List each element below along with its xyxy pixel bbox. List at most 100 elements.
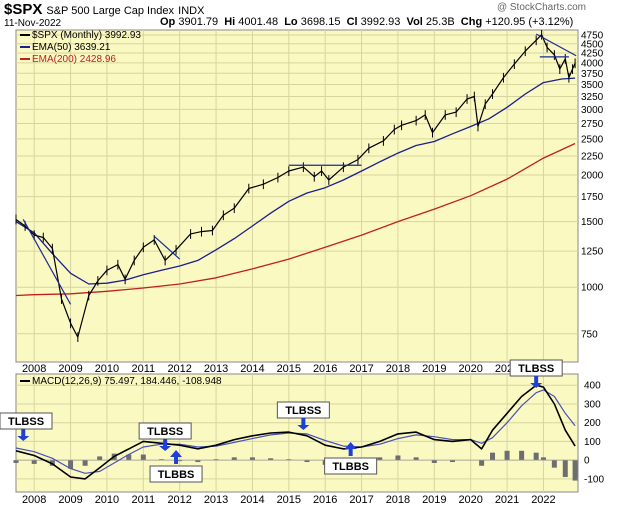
macd-histogram-bar: [533, 452, 539, 461]
ema200-line: [15, 142, 576, 297]
arrow-shaft: [534, 376, 539, 383]
tlb-annotation: TLBSS: [0, 412, 53, 441]
tlb-label: TLBSS: [8, 416, 44, 428]
arrow-down-icon: [297, 425, 310, 430]
exchange: INDX: [178, 5, 205, 17]
trendline: [22, 219, 72, 305]
price-y-tick-label: 2500: [581, 134, 604, 145]
macd-histogram-bar: [213, 459, 219, 461]
price-x-tick-label: 2014: [240, 363, 264, 375]
macd-x-tick-label: 2010: [95, 494, 119, 506]
arrow-shaft: [301, 418, 306, 425]
macd-histogram-bar: [572, 460, 578, 481]
macd-histogram-bar: [231, 457, 237, 461]
price-x-tick-label: 2008: [22, 363, 46, 375]
tlb-label: TLBBS: [158, 469, 195, 481]
price-x-tick-label: 2015: [277, 363, 301, 375]
price-panel: [15, 29, 579, 363]
macd-histogram-bar: [82, 460, 88, 466]
price-y-tick-label: 3500: [581, 80, 604, 91]
macd-histogram-bar: [304, 460, 310, 463]
macd-y-tick-label: 400: [584, 381, 601, 392]
arrow-shaft: [21, 429, 26, 436]
price-y-tick-label: 2750: [581, 119, 604, 130]
tlb-label-box: [324, 457, 378, 475]
macd-histogram-bar: [140, 454, 146, 461]
chart-title: $SPX S&P 500 Large Cap Index INDX: [4, 1, 204, 18]
macd-x-tick-label: 2019: [422, 494, 446, 506]
macd-histogram-bar: [490, 452, 496, 461]
macd-histogram-bar: [268, 458, 274, 461]
arrow-up-icon: [170, 450, 183, 457]
macd-x-tick-label: 2021: [495, 494, 519, 506]
macd-x-tick-label: 2016: [313, 494, 337, 506]
arrow-down-icon: [530, 383, 543, 388]
macd-histogram-bar: [479, 460, 485, 466]
tlb-label: TLBSS: [518, 363, 554, 375]
arrow-up-icon: [344, 442, 357, 449]
macd-histogram-bar: [413, 457, 419, 461]
tlb-annotation: TLBSS: [276, 401, 330, 430]
tlb-label-box: [0, 412, 53, 430]
price-y-tick-label: 1500: [581, 217, 604, 228]
macd-y-tick-label: 200: [584, 418, 601, 429]
macd-x-tick-label: 2022: [531, 494, 555, 506]
price-x-tick-label: 2009: [58, 363, 82, 375]
price-y-tick-label: 3250: [581, 92, 604, 103]
arrow-shaft: [163, 439, 168, 446]
legend-price: $SPX (Monthly) 3992.93: [20, 30, 141, 41]
watermark: @ StockCharts.com: [496, 2, 586, 13]
macd-histogram-bar: [97, 456, 103, 461]
tlb-annotation: TLBSS: [509, 359, 563, 388]
price-x-tick-label: 2016: [313, 363, 337, 375]
macd-signal-line: [15, 389, 576, 474]
macd-x-tick-label: 2015: [277, 494, 301, 506]
legend-ema50: EMA(50) 3639.21: [20, 42, 110, 53]
price-x-tick-label: 2018: [386, 363, 410, 375]
macd-histogram-bar: [431, 460, 437, 463]
macd-histogram-bar: [519, 450, 525, 461]
macd-x-tick-label: 2013: [204, 494, 228, 506]
macd-histogram-bar: [31, 460, 37, 464]
arrow-shaft: [174, 457, 179, 464]
macd-y-tick-label: 0: [584, 456, 590, 467]
tlb-annotation: TLBBS: [324, 442, 378, 475]
arrow-shaft: [348, 449, 353, 456]
legend-ema200: EMA(200) 2428.96: [20, 54, 116, 65]
price-y-tick-label: 4750: [581, 31, 604, 42]
macd-histogram-bar: [540, 457, 546, 461]
price-x-tick-label: 2010: [95, 363, 119, 375]
price-y-tick-label: 4250: [581, 49, 604, 60]
macd-y-tick-label: -100: [584, 474, 604, 485]
trendline: [535, 33, 577, 57]
tlb-label-box: [149, 465, 203, 483]
macd-x-tick-label: 2009: [58, 494, 82, 506]
macd-histogram-bar: [177, 460, 183, 462]
macd-histogram-bar: [68, 460, 74, 469]
macd-histogram-bar: [395, 455, 401, 461]
ema50-line: [15, 77, 576, 285]
symbol: $SPX: [4, 1, 43, 18]
macd-y-tick-label: 100: [584, 437, 601, 448]
tlb-annotation: TLBBS: [149, 450, 203, 483]
index-name: S&P 500 Large Cap Index: [46, 5, 174, 17]
trendline: [153, 235, 181, 260]
price-x-tick-label: 2011: [131, 363, 155, 375]
macd-histogram-bar: [551, 460, 557, 468]
macd-histogram-bar: [286, 459, 292, 461]
legend-macd: MACD(12,26,9) 75.497, 184.446, -108.948: [20, 376, 222, 387]
arrow-down-icon: [17, 436, 30, 441]
macd-x-tick-label: 2012: [167, 494, 191, 506]
macd-histogram-bar: [249, 457, 255, 461]
macd-histogram-bar: [195, 460, 201, 463]
price-y-tick-label: 3000: [581, 105, 604, 116]
macd-histogram-bar: [159, 459, 165, 461]
macd-line: [15, 384, 576, 480]
tlb-annotation: TLBSS: [138, 422, 192, 451]
macd-histogram-bar: [450, 460, 456, 463]
price-y-tick-label: 4000: [581, 58, 604, 69]
macd-x-tick-label: 2014: [240, 494, 264, 506]
macd-histogram-bar: [504, 450, 510, 461]
price-y-tick-label: 2000: [581, 171, 604, 182]
